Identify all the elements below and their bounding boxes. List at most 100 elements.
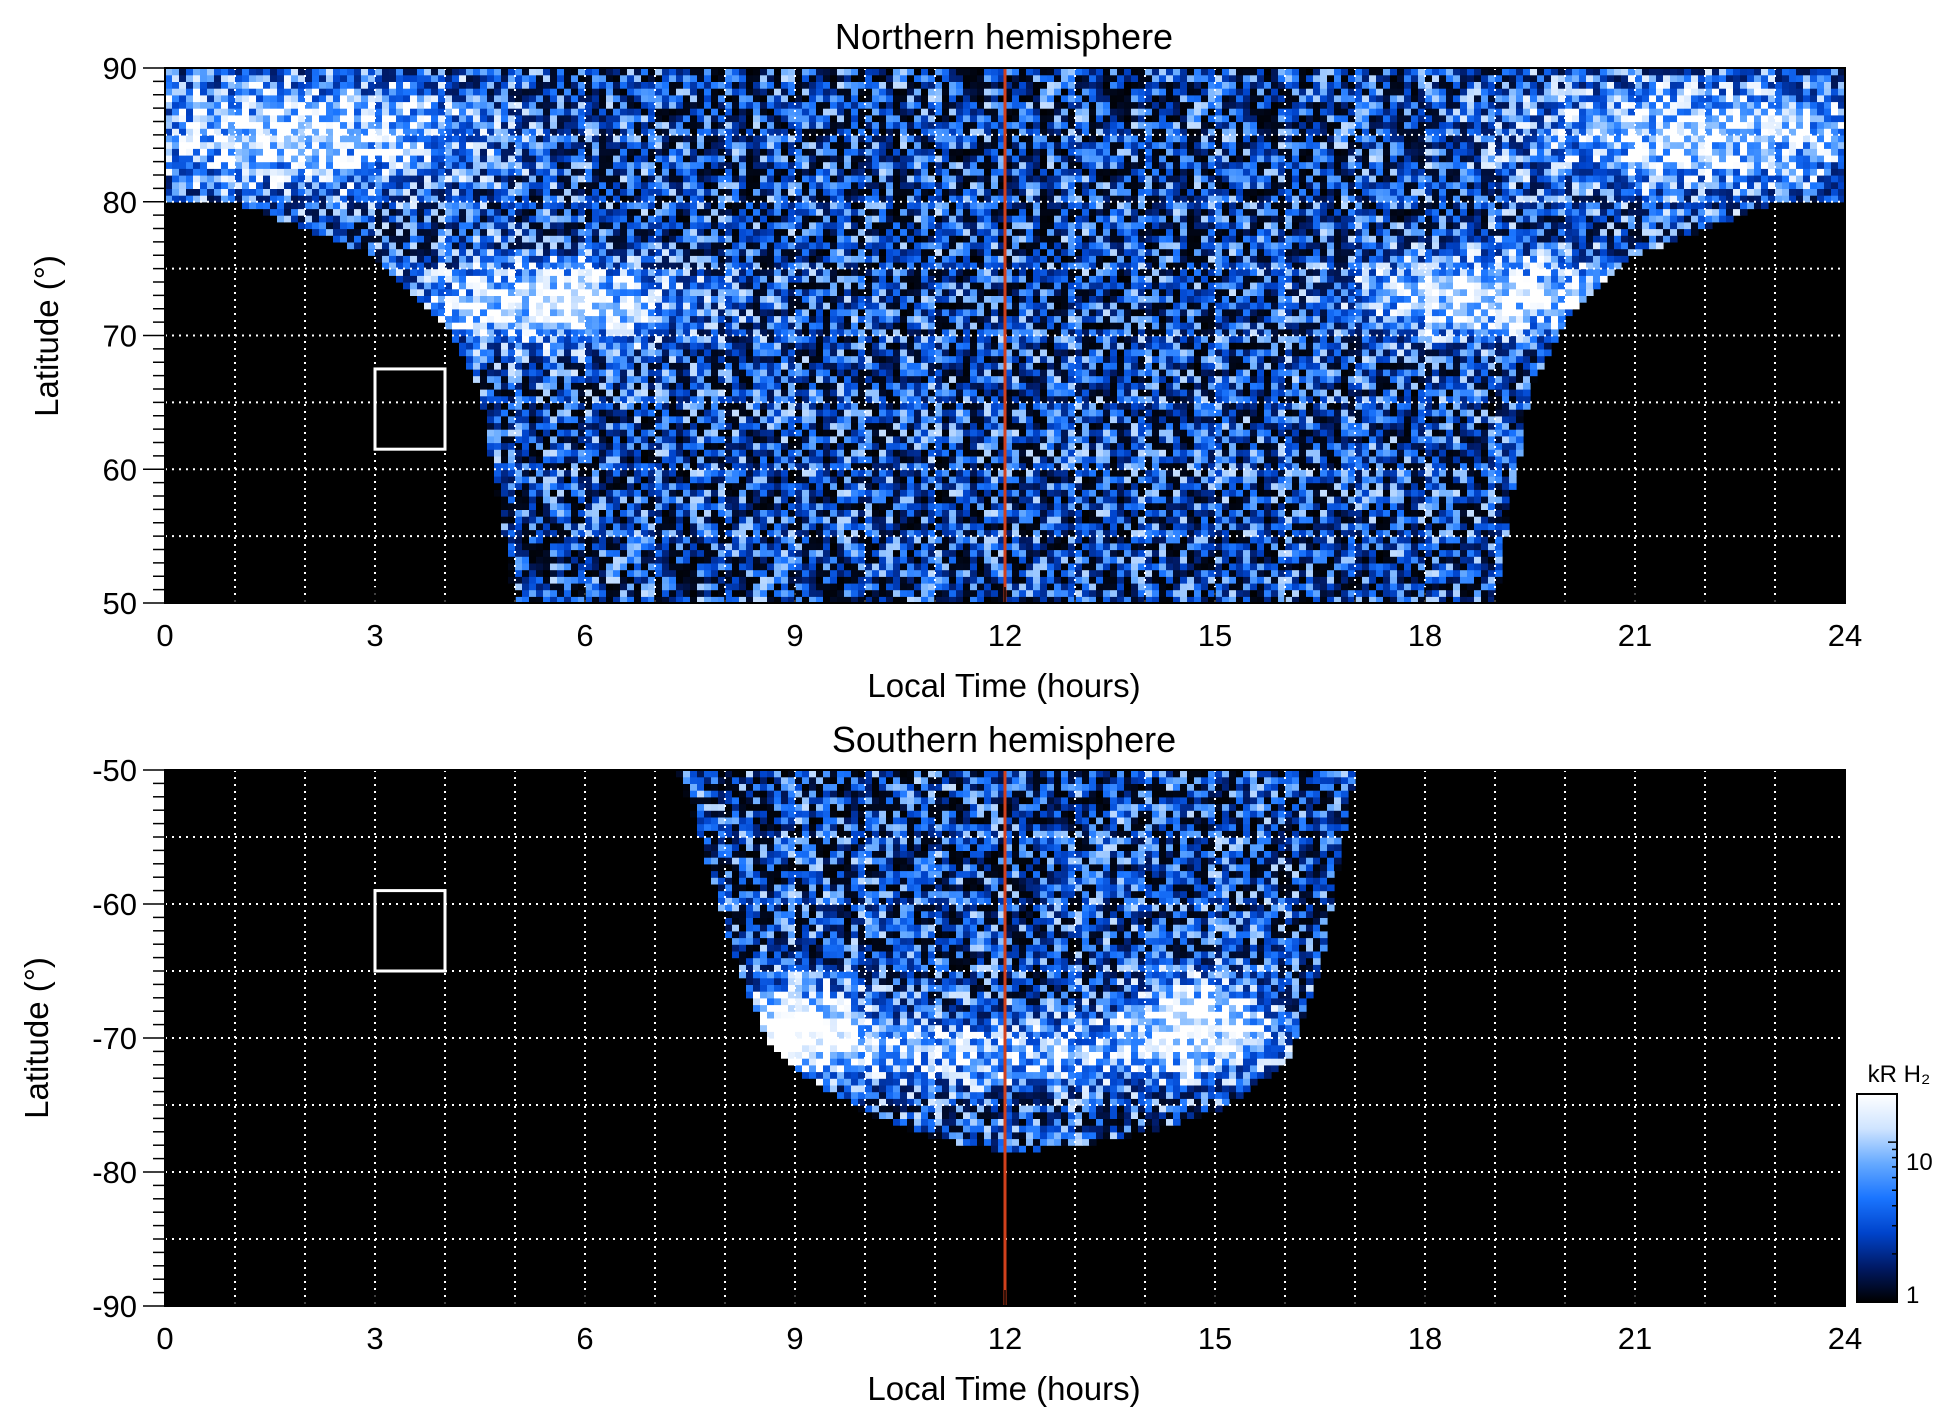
heatmap-cell	[746, 128, 754, 136]
heatmap-cell	[746, 475, 754, 484]
heatmap-cell	[270, 68, 278, 76]
heatmap-cell	[683, 375, 691, 383]
heatmap-cell	[655, 94, 663, 103]
heatmap-cell	[375, 228, 383, 236]
heatmap-cell	[417, 154, 425, 163]
heatmap-cell	[277, 74, 285, 82]
heatmap-cell	[417, 134, 425, 143]
heatmap-cell	[781, 81, 789, 89]
heatmap-cell	[795, 536, 803, 544]
heatmap-cell	[501, 315, 509, 323]
heatmap-cell	[557, 108, 565, 116]
heatmap-cell	[781, 429, 789, 437]
heatmap-cell	[781, 462, 789, 470]
heatmap-cell	[452, 221, 460, 230]
heatmap-cell	[396, 255, 404, 263]
heatmap-cell	[550, 288, 558, 296]
heatmap-cell	[543, 489, 551, 497]
heatmap-cell	[725, 482, 733, 490]
heatmap-cell	[767, 549, 775, 557]
heatmap-cell	[788, 542, 796, 551]
heatmap-cell	[417, 282, 425, 290]
heatmap-cell	[753, 368, 761, 377]
heatmap-cell	[550, 81, 558, 89]
heatmap-cell	[284, 181, 292, 189]
heatmap-cell	[683, 261, 691, 270]
heatmap-cell	[235, 128, 243, 136]
heatmap-cell	[389, 154, 397, 163]
heatmap-cell	[438, 235, 446, 243]
heatmap-cell	[648, 549, 656, 557]
heatmap-cell	[613, 88, 621, 96]
heatmap-cell	[774, 74, 782, 82]
heatmap-cell	[599, 516, 607, 524]
heatmap-cell	[767, 368, 775, 377]
heatmap-cell	[207, 101, 215, 109]
heatmap-cell	[788, 549, 796, 557]
heatmap-cell	[690, 449, 698, 457]
heatmap-cell	[788, 409, 796, 417]
heatmap-cell	[655, 542, 663, 551]
heatmap-cell	[662, 195, 670, 203]
heatmap-cell	[179, 188, 187, 196]
heatmap-cell	[515, 315, 523, 323]
heatmap-cell	[585, 148, 593, 156]
heatmap-cell	[599, 502, 607, 510]
heatmap-cell	[424, 215, 432, 223]
heatmap-cell	[669, 302, 677, 310]
heatmap-cell	[613, 536, 621, 544]
heatmap-cell	[536, 522, 544, 531]
heatmap-cell	[550, 221, 558, 230]
heatmap-cell	[431, 101, 439, 109]
heatmap-cell	[417, 68, 425, 76]
heatmap-cell	[550, 302, 558, 310]
heatmap-cell	[648, 442, 656, 450]
heatmap-cell	[606, 502, 614, 510]
heatmap-cell	[256, 175, 264, 183]
heatmap-cell	[606, 409, 614, 417]
heatmap-cell	[550, 248, 558, 256]
heatmap-cell	[746, 335, 754, 343]
heatmap-cell	[480, 134, 488, 143]
heatmap-cell	[599, 175, 607, 183]
heatmap-cell	[445, 141, 453, 149]
heatmap-cell	[760, 536, 768, 544]
heatmap-cell	[655, 201, 663, 210]
heatmap-cell	[599, 81, 607, 89]
heatmap-cell	[494, 128, 502, 136]
heatmap-cell	[739, 502, 747, 510]
heatmap-cell	[697, 74, 705, 82]
heatmap-cell	[627, 295, 635, 303]
heatmap-cell	[641, 235, 649, 243]
heatmap-cell	[389, 121, 397, 129]
heatmap-cell	[494, 462, 502, 470]
heatmap-cell	[802, 582, 810, 591]
heatmap-cell	[508, 562, 516, 571]
heatmap-cell	[690, 556, 698, 564]
heatmap-cell	[662, 435, 670, 444]
heatmap-cell	[760, 422, 768, 430]
heatmap-cell	[690, 255, 698, 263]
heatmap-cell	[193, 94, 201, 103]
heatmap-cell	[732, 342, 740, 350]
heatmap-cell	[487, 235, 495, 243]
heatmap-cell	[732, 268, 740, 276]
heatmap-cell	[774, 496, 782, 504]
heatmap-cell	[809, 255, 817, 263]
heatmap-cell	[361, 68, 369, 76]
heatmap-cell	[746, 188, 754, 196]
heatmap-cell	[522, 429, 530, 437]
heatmap-cell	[711, 429, 719, 437]
heatmap-cell	[634, 101, 642, 109]
heatmap-cell	[683, 489, 691, 497]
heatmap-cell	[368, 241, 376, 250]
heatmap-cell	[599, 268, 607, 276]
heatmap-cell	[536, 188, 544, 196]
heatmap-cell	[536, 141, 544, 149]
heatmap-cell	[375, 248, 383, 256]
heatmap-cell	[739, 469, 747, 477]
heatmap-cell	[221, 121, 229, 129]
heatmap-cell	[753, 462, 761, 470]
heatmap-cell	[543, 188, 551, 196]
heatmap-cell	[284, 215, 292, 223]
